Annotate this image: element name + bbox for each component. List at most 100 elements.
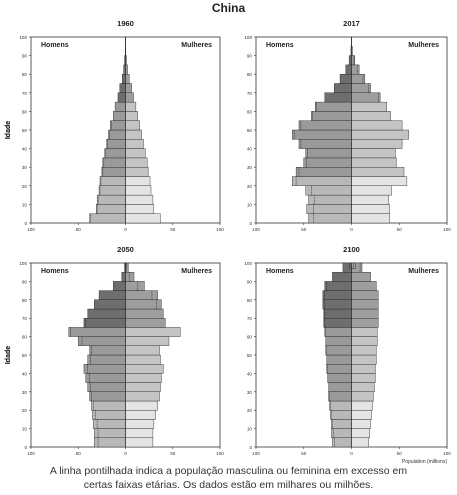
bar-female xyxy=(351,419,371,429)
bar-male xyxy=(87,354,126,365)
bar-female xyxy=(351,120,403,131)
y-tick-label: 60 xyxy=(22,109,28,114)
bar-female xyxy=(351,428,370,439)
bar-male xyxy=(94,299,126,310)
bar-female xyxy=(351,391,374,402)
caption: A linha pontilhada indica a população ma… xyxy=(0,464,457,492)
bar-female xyxy=(125,364,164,374)
bar-male xyxy=(85,373,126,383)
bar-female xyxy=(351,157,397,168)
y-tick-label: 70 xyxy=(247,316,253,321)
bar-male xyxy=(324,92,352,103)
bar-male xyxy=(121,73,126,84)
bar-male xyxy=(104,148,126,159)
y-axis-label: Idade xyxy=(5,346,12,364)
bar-female xyxy=(125,354,161,365)
bar-male xyxy=(96,204,126,214)
bar-female xyxy=(351,64,360,75)
bar-female xyxy=(125,272,135,282)
y-tick-label: 70 xyxy=(22,316,28,321)
caption-line-2: certas faixas etárias. Os dados estão em… xyxy=(83,479,374,491)
bar-female xyxy=(351,213,390,224)
bar-male xyxy=(87,308,126,319)
y-tick-label: 100 xyxy=(19,35,27,40)
y-tick-label: 20 xyxy=(22,408,28,413)
bar-female xyxy=(351,92,381,103)
bar-female xyxy=(351,410,372,420)
bar-male xyxy=(303,157,352,168)
bar-male xyxy=(92,410,126,420)
bar-female xyxy=(351,437,369,448)
bar-female xyxy=(351,382,375,393)
x-axis-label: Population (millions) xyxy=(402,459,447,465)
bar-female xyxy=(125,327,181,337)
bar-male xyxy=(326,364,352,374)
bar-female xyxy=(351,55,356,66)
bar-female xyxy=(125,400,158,411)
bar-female xyxy=(351,281,377,291)
bar-female xyxy=(351,83,371,94)
bar-male xyxy=(110,120,126,131)
bar-female xyxy=(125,204,155,214)
bar-female xyxy=(351,185,392,196)
bar-female xyxy=(351,262,356,269)
y-tick-label: 50 xyxy=(22,353,28,358)
bar-female xyxy=(125,281,145,291)
bar-female xyxy=(351,111,391,121)
bar-male xyxy=(87,382,126,393)
bar-male xyxy=(332,437,352,448)
bar-female xyxy=(351,308,379,319)
y-tick-label: 0 xyxy=(24,445,27,450)
y-tick-label: 60 xyxy=(22,335,28,340)
y-tick-label: 30 xyxy=(22,390,28,395)
y-tick-label: 0 xyxy=(249,445,252,450)
y-tick-label: 100 xyxy=(19,261,27,266)
x-tick-label: 100 xyxy=(27,227,35,232)
y-tick-label: 10 xyxy=(247,202,253,207)
bar-female xyxy=(125,185,152,196)
y-tick-label: 100 xyxy=(244,35,252,40)
bar-male xyxy=(323,308,352,319)
bar-male xyxy=(306,204,352,214)
label-homens: Homens xyxy=(266,268,294,275)
y-axis-label: Idade xyxy=(5,121,12,139)
bar-female xyxy=(125,73,130,84)
bar-male xyxy=(327,373,352,383)
bar-female xyxy=(125,410,156,420)
panel-title: 1960 xyxy=(117,19,134,28)
bar-male xyxy=(121,272,126,282)
y-tick-label: 20 xyxy=(247,408,253,413)
y-tick-label: 60 xyxy=(247,109,253,114)
x-tick-label: 100 xyxy=(443,451,451,456)
bar-female xyxy=(125,176,151,187)
bar-male xyxy=(98,185,126,196)
population-pyramids: 1960 Homens Mulheres Idade 0 10 20 30 40 50 60 70 80… xyxy=(5,19,451,465)
label-mulheres: Mulheres xyxy=(408,268,439,275)
y-tick-label: 50 xyxy=(247,353,253,358)
bar-female xyxy=(125,336,170,347)
bar-female xyxy=(351,139,403,149)
y-tick-label: 10 xyxy=(22,202,28,207)
y-tick-label: 60 xyxy=(247,335,253,340)
x-tick-label: 50 xyxy=(397,227,403,232)
bar-male xyxy=(113,281,126,291)
bar-female xyxy=(351,318,379,328)
bar-female xyxy=(125,166,149,177)
bar-male xyxy=(322,290,352,301)
y-tick-label: 80 xyxy=(247,72,253,77)
y-tick-label: 90 xyxy=(22,54,28,59)
x-tick-label: 100 xyxy=(252,227,260,232)
x-tick-label: 0 xyxy=(124,451,127,456)
bar-male xyxy=(91,400,126,411)
bar-male xyxy=(325,345,352,356)
bar-female xyxy=(125,129,142,140)
x-tick-label: 50 xyxy=(170,227,176,232)
bar-male xyxy=(89,391,126,402)
x-tick-label: 100 xyxy=(27,451,35,456)
x-tick-label: 50 xyxy=(76,227,82,232)
x-tick-label: 50 xyxy=(76,451,82,456)
bar-male xyxy=(68,327,126,337)
bar-male xyxy=(113,111,126,121)
bar-male xyxy=(345,64,352,75)
y-tick-label: 20 xyxy=(247,184,253,189)
